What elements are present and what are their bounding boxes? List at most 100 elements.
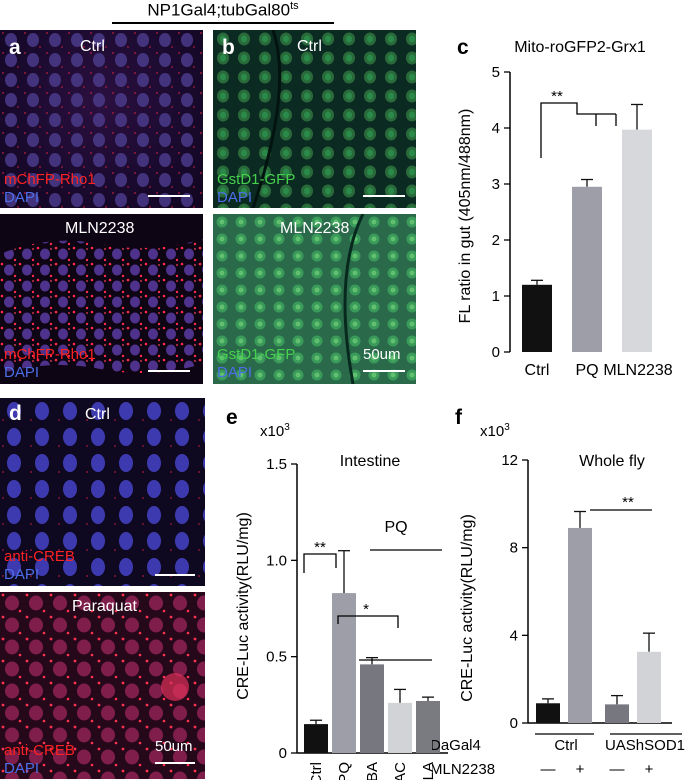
c-xtick-label: PQ	[575, 362, 598, 379]
panel-b-top-scalebar	[363, 195, 405, 197]
chart-f-ylabel: CRE-Luc activity(RLU/mg)	[459, 514, 476, 702]
chart-e: x103 Intestine CRE-Luc activity(RLU/mg) …	[235, 422, 448, 780]
genotype-header: NP1Gal4;tubGal80ts	[112, 0, 334, 21]
e-ytick-label: 1.5	[266, 456, 287, 473]
panel-d-letter: d	[9, 402, 22, 425]
tissue-pattern	[0, 592, 205, 779]
panel-b-bottom-image: MLN2238 GstD1-GFP DAPI 50um	[213, 214, 416, 384]
chart-f: x103 Whole fly CRE-Luc activity(RLU/mg) …	[432, 422, 685, 778]
panel-a-bottom-scalebar	[148, 370, 190, 372]
e-ytick-label: 1.0	[266, 552, 287, 569]
panel-a-top-condition: Ctrl	[80, 38, 105, 55]
panel-d-top-condition: Ctrl	[85, 406, 110, 423]
panel-e-letter: e	[226, 406, 238, 429]
chart-c-title: Mito-roGFP2-Grx1	[514, 39, 646, 56]
chart-f-group-sod: UAShSOD1	[605, 737, 685, 754]
f-ytick-label: 4	[510, 627, 518, 644]
e-xtick-label: PBA	[364, 762, 381, 780]
panel-a-top-scalebar	[148, 195, 190, 197]
panel-a-top-image: a Ctrl mChFP-Rho1 DAPI	[0, 30, 203, 208]
chart-f-multiplier: x103	[480, 422, 510, 440]
c-ytick-label: 3	[492, 176, 500, 193]
panel-d-bottom-scalebar	[155, 762, 195, 764]
c-ytick-label: 1	[492, 288, 500, 305]
e-xtick-label: PQ	[336, 762, 353, 780]
chart-e-sig-1: **	[314, 539, 326, 556]
chart-c: Mito-roGFP2-Grx1 FL ratio in gut (405nm/…	[457, 39, 673, 379]
chart-f-group-ctrl: Ctrl	[554, 737, 577, 754]
panel-d-top-scalebar	[155, 574, 195, 576]
e-bar	[360, 664, 384, 753]
f-treatment-sign: —	[610, 761, 625, 778]
panel-b-bottom-scalebar	[363, 370, 405, 372]
panel-b-scale-label: 50um	[363, 346, 401, 363]
chart-f-sig-star: **	[622, 494, 634, 511]
genotype-text: NP1Gal4;tubGal80	[147, 0, 291, 20]
panel-a-letter: a	[9, 36, 21, 59]
c-ytick-label: 2	[492, 232, 500, 249]
genotype-underline	[112, 22, 334, 24]
chart-e-sig-2: *	[363, 601, 369, 618]
nuclei-pattern	[213, 214, 416, 384]
f-bar	[568, 527, 592, 723]
panel-d-top-stain2: DAPI	[4, 566, 40, 583]
f-bar	[637, 651, 661, 723]
nuclei-pattern	[0, 398, 205, 586]
panel-d-top-stain1: anti-CREB	[4, 548, 75, 565]
panel-a-top-stain1: mChFP-Rho1	[4, 171, 96, 188]
c-bar	[572, 186, 602, 352]
chart-e-significance	[303, 549, 442, 661]
e-ytick-label: 0	[279, 745, 287, 762]
panel-b-bottom-stain1: GstD1-GFP	[217, 346, 296, 363]
panel-a-bottom-condition: MLN2238	[65, 220, 135, 237]
panel-b-top-image: b Ctrl GstD1-GFP DAPI	[213, 30, 416, 208]
e-bar	[416, 700, 440, 753]
panel-d-scale-label: 50um	[155, 738, 193, 755]
chart-c-ylabel: FL ratio in gut (405nm/488nm)	[457, 109, 474, 324]
tissue-pattern	[0, 239, 203, 374]
panel-b-bottom-stain2: DAPI	[217, 364, 253, 381]
e-bar	[388, 702, 412, 753]
e-ytick-label: 0.5	[266, 649, 287, 666]
genotype-superscript: ts	[290, 0, 299, 12]
chart-f-title: Whole fly	[579, 453, 645, 470]
c-xtick-label: Ctrl	[525, 362, 550, 379]
panel-d-bottom-image: Paraquat anti-CREB DAPI 50um	[0, 592, 205, 779]
panel-d-top-image: d Ctrl anti-CREB DAPI	[0, 398, 205, 586]
f-bar	[536, 703, 560, 723]
panel-a-bottom-stain1: mChFP-Rho1	[4, 346, 96, 363]
panel-a-bottom-image: MLN2238 mChFP-Rho1 DAPI	[0, 214, 203, 384]
panel-b-letter: b	[222, 36, 235, 59]
chart-c-significance	[540, 102, 617, 158]
c-ytick-label: 0	[492, 344, 500, 361]
e-bar	[304, 724, 328, 753]
chart-f-row-label-1: DaGal4	[432, 737, 481, 754]
panel-a-bottom-stain2: DAPI	[4, 364, 40, 381]
chart-e-ylabel: CRE-Luc activity(RLU/mg)	[235, 512, 252, 700]
panel-b-top-condition: Ctrl	[297, 38, 322, 55]
f-ytick-label: 8	[510, 540, 518, 557]
e-xtick-label: αLA	[420, 762, 437, 780]
chart-c-sig-star: **	[551, 88, 563, 105]
panel-f-letter: f	[455, 406, 462, 429]
f-treatment-sign: —	[541, 761, 556, 778]
panel-d-bottom-stain1: anti-CREB	[4, 742, 75, 759]
panel-b-bottom-condition: MLN2238	[280, 220, 350, 237]
c-ytick-label: 5	[492, 64, 500, 81]
nuclei-pattern	[0, 30, 203, 208]
chart-e-group-label: PQ	[384, 519, 407, 536]
chart-e-multiplier: x103	[260, 422, 290, 440]
c-xtick-label: MLN2238	[603, 362, 672, 379]
f-treatment-sign: +	[645, 761, 654, 778]
panel-a-top-stain2: DAPI	[4, 189, 40, 206]
panel-c-letter: c	[457, 36, 469, 59]
c-bar	[522, 284, 552, 352]
f-ytick-label: 0	[510, 715, 518, 732]
panel-b-top-stain2: DAPI	[217, 189, 253, 206]
c-bar	[622, 129, 652, 352]
chart-e-title: Intestine	[340, 453, 401, 470]
e-bar	[332, 593, 356, 753]
chart-f-row-label-2: MLN2238	[432, 761, 495, 778]
f-bar	[605, 704, 629, 723]
e-xtick-label: Ctrl	[308, 762, 325, 780]
